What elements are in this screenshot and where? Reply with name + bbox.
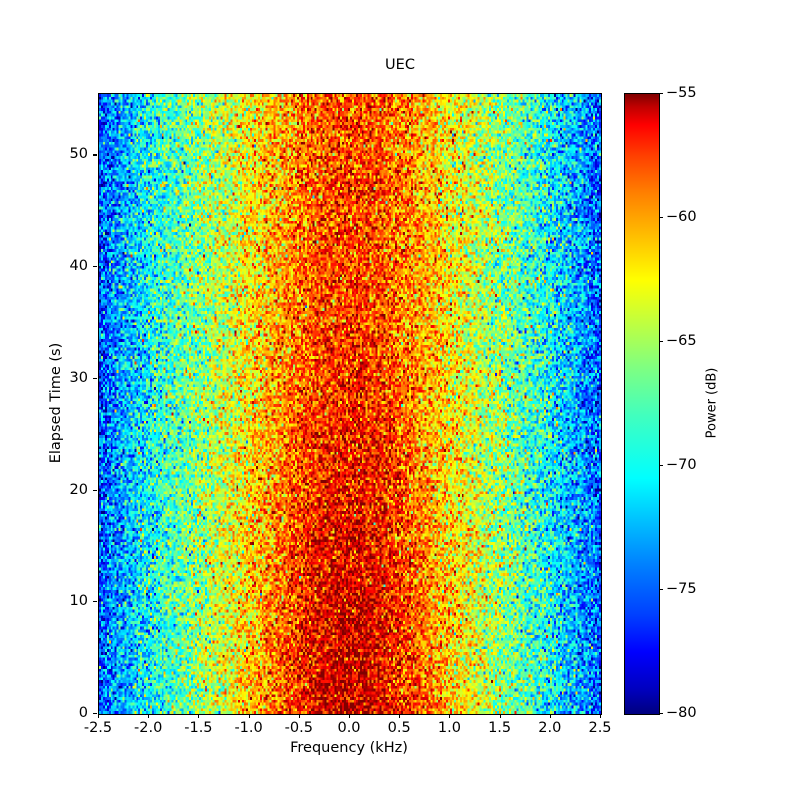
y-tick-mark <box>93 377 97 379</box>
x-tick-label: -0.5 <box>284 720 313 736</box>
colorbar-tick-mark <box>659 341 663 343</box>
x-tick-mark <box>449 714 451 718</box>
y-tick-mark <box>93 489 97 491</box>
y-tick-mark <box>93 266 97 268</box>
colorbar-tick-mark <box>659 713 663 715</box>
x-tick-label: -2.5 <box>83 720 113 736</box>
x-tick-mark <box>499 714 501 718</box>
y-tick-mark <box>93 713 97 715</box>
x-tick-mark <box>600 714 602 718</box>
colorbar-tick-label: −80 <box>666 705 697 721</box>
y-tick-label: 40 <box>69 258 88 275</box>
y-tick-label: 10 <box>69 593 88 610</box>
title-station: UEC <box>385 57 415 74</box>
x-tick-label: 0.5 <box>387 720 411 736</box>
x-tick-mark <box>298 714 300 718</box>
colorbar-tick-mark <box>659 589 663 591</box>
power-colorbar <box>624 93 660 715</box>
colorbar-tick-mark <box>659 465 663 467</box>
x-tick-label: -1.5 <box>184 720 213 736</box>
x-tick-label: 1.0 <box>437 720 461 736</box>
x-tick-mark <box>98 714 100 718</box>
x-tick-mark <box>198 714 200 718</box>
colorbar-tick-label: −55 <box>666 85 697 101</box>
colorbar-tick-mark <box>659 217 663 219</box>
x-tick-label: 0.0 <box>337 720 361 736</box>
x-tick-label: -1.0 <box>234 720 263 736</box>
x-tick-mark <box>349 714 351 718</box>
x-tick-mark <box>549 714 551 718</box>
colorbar-tick-label: −75 <box>666 581 697 597</box>
x-tick-mark <box>248 714 250 718</box>
spectrogram-axes <box>98 93 602 715</box>
y-tick-label: 0 <box>78 705 88 721</box>
y-tick-label: 20 <box>69 481 88 498</box>
x-tick-label: 2.0 <box>538 720 562 736</box>
x-tick-label: -2.0 <box>134 720 163 736</box>
y-tick-mark <box>93 154 97 156</box>
x-tick-label: 2.5 <box>588 720 612 736</box>
y-tick-mark <box>93 601 97 603</box>
y-tick-label: 30 <box>69 369 88 386</box>
x-tick-mark <box>399 714 401 718</box>
x-tick-mark <box>148 714 150 718</box>
spectrogram-heatmap <box>99 94 601 714</box>
colorbar-tick-label: −70 <box>666 457 697 473</box>
y-axis-label: Elapsed Time (s) <box>48 342 64 464</box>
x-axis-label: Frequency (kHz) <box>290 740 408 756</box>
y-tick-label: 50 <box>69 146 88 163</box>
x-tick-label: 1.5 <box>488 720 512 736</box>
colorbar-tick-mark <box>659 93 663 95</box>
colorbar-tick-label: −65 <box>666 333 697 349</box>
colorbar-tick-label: −60 <box>666 209 697 225</box>
colorbar-label: Power (dB) <box>704 367 720 439</box>
